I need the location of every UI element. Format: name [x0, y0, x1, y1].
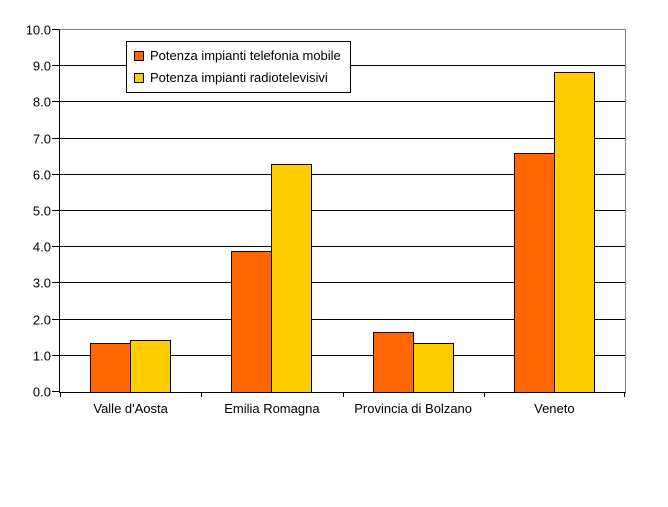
- y-axis-tick: [52, 137, 59, 139]
- y-axis-tick-label: 10.0: [25, 22, 51, 38]
- x-axis-labels: Valle d'Aosta Emilia Romagna Provincia di …: [60, 402, 625, 416]
- gridline: [60, 318, 625, 320]
- gridline: [60, 282, 625, 284]
- x-axis-category-label: Valle d'Aosta: [93, 401, 168, 416]
- y-axis-tick: [52, 210, 59, 211]
- legend-item-radiotelevisivi: Potenza impianti radiotelevisivi: [134, 67, 341, 89]
- bar-series-1-veneto: [513, 153, 555, 392]
- x-axis-tick: [342, 392, 344, 397]
- x-axis-category-label: Veneto: [534, 401, 575, 416]
- bar-group-valle-d-aosta: [60, 30, 201, 392]
- plot-area: 0.0 1.0 2.0 3.0 4.0 5.0 6.0 7.0 8.0 9.0 10.0 Valle…: [26, 24, 626, 416]
- x-axis-tick: [60, 392, 61, 397]
- y-axis-tick: [52, 101, 59, 103]
- legend-label-radiotelevisivi: Potenza impianti radiotelevisivi: [150, 70, 328, 85]
- y-axis-tick-label: 2.0: [32, 312, 51, 328]
- gridline: [60, 101, 625, 103]
- y-axis-tick-label: 0.0: [32, 384, 51, 400]
- bar-series-2-valle-d-aosta: [130, 339, 172, 392]
- bar-series-2-veneto: [553, 71, 595, 392]
- legend-swatch-radiotelevisivi: [134, 73, 144, 83]
- y-axis-tick-label: 9.0: [32, 58, 51, 74]
- y-axis-tick-label: 6.0: [32, 167, 51, 183]
- bar-series-2-provincia-di-bolzano: [412, 343, 454, 392]
- y-axis-tick: [52, 29, 59, 30]
- legend-swatch-telefonia-mobile: [134, 51, 144, 61]
- bar-group-veneto: [484, 30, 625, 392]
- y-axis-tick-label: 3.0: [32, 275, 51, 291]
- y-axis-tick-label: 1.0: [32, 348, 51, 364]
- x-axis-tick: [483, 392, 485, 397]
- gridline: [60, 137, 625, 139]
- x-axis-tick: [201, 392, 203, 397]
- bar-group-emilia-romagna: [201, 30, 342, 392]
- bar-group-provincia-di-bolzano: [343, 30, 484, 392]
- bar-series-1-emilia-romagna: [231, 250, 273, 392]
- gridline: [60, 354, 625, 356]
- x-axis-category-label: Emilia Romagna: [224, 401, 320, 416]
- gridline: [60, 246, 625, 248]
- bar-groups: [60, 30, 625, 392]
- y-axis-tick: [52, 173, 59, 175]
- x-axis-category-label: Provincia di Bolzano: [354, 401, 473, 416]
- x-axis-tick: [624, 392, 625, 397]
- legend: Potenza impianti telefonia mobile Potenz…: [126, 41, 351, 93]
- legend-item-telefonia-mobile: Potenza impianti telefonia mobile: [134, 45, 341, 67]
- legend-label-telefonia-mobile: Potenza impianti telefonia mobile: [150, 48, 341, 63]
- y-axis-tick: [52, 354, 59, 356]
- y-axis-tick-label: 7.0: [32, 131, 51, 147]
- bar-series-2-emilia-romagna: [271, 163, 313, 392]
- y-axis-tick: [52, 318, 59, 320]
- gridline: [60, 210, 625, 211]
- gridline: [60, 173, 625, 175]
- bar-series-1-valle-d-aosta: [90, 343, 132, 392]
- y-axis-tick: [52, 246, 59, 248]
- y-axis-tick: [52, 282, 59, 284]
- y-axis-tick: [52, 65, 59, 67]
- y-axis-tick-label: 8.0: [32, 94, 51, 110]
- bar-series-1-provincia-di-bolzano: [372, 332, 414, 392]
- y-axis-tick: [52, 391, 59, 392]
- y-axis-tick-label: 4.0: [32, 239, 51, 255]
- y-axis-tick-label: 5.0: [32, 203, 51, 219]
